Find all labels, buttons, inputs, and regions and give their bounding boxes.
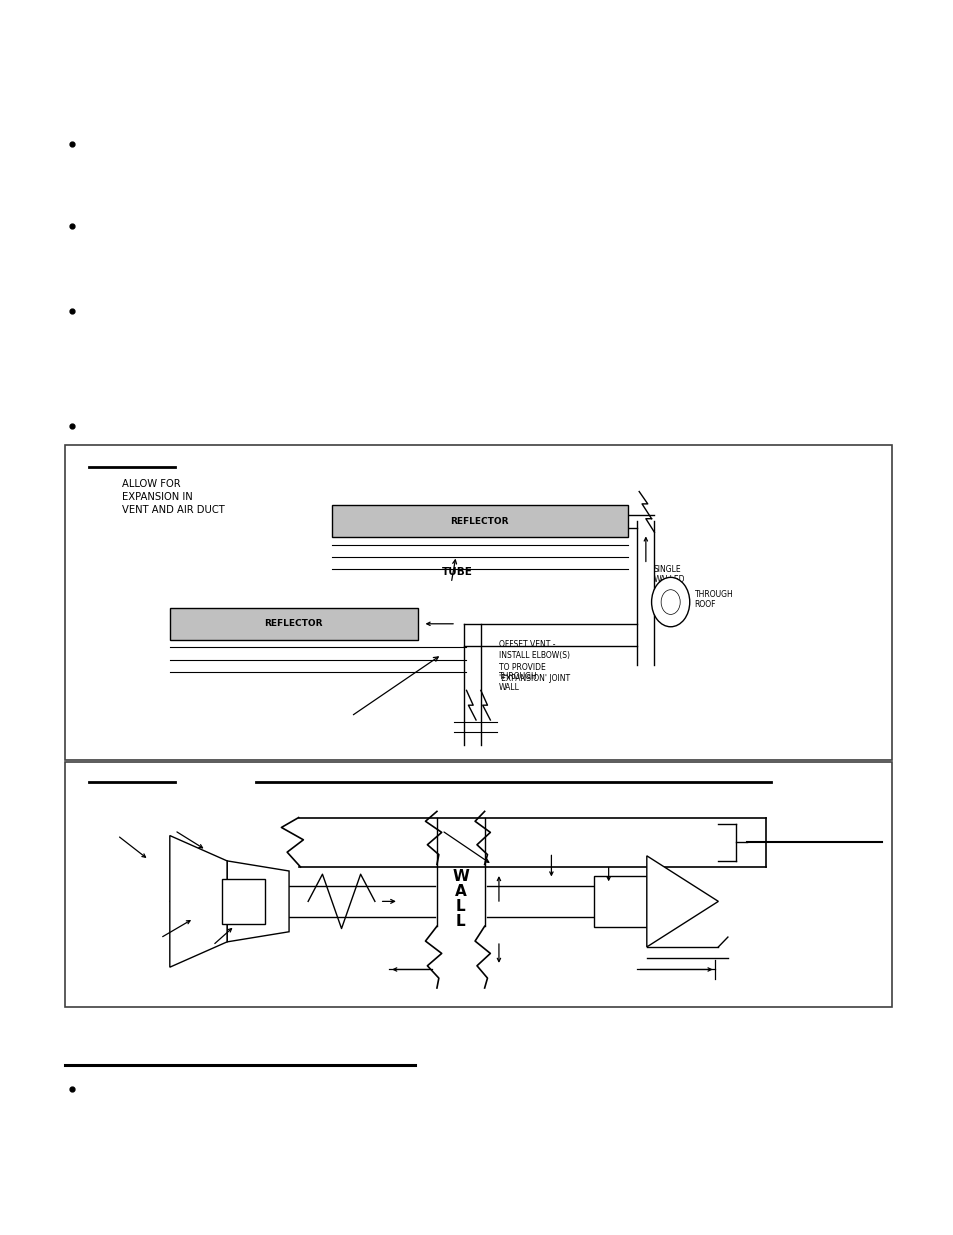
Bar (332, 505, 627, 537)
Text: ALLOW FOR
EXPANSION IN
VENT AND AIR DUCT: ALLOW FOR EXPANSION IN VENT AND AIR DUCT (122, 479, 225, 515)
Text: THROUGH
WALL: THROUGH WALL (498, 672, 537, 692)
Circle shape (660, 590, 679, 615)
Bar (222, 879, 265, 924)
Text: Top View: Top View (232, 613, 309, 630)
Text: OFFSET VENT -
INSTALL ELBOW(S)
TO PROVIDE
'EXPANSION' JOINT: OFFSET VENT - INSTALL ELBOW(S) TO PROVID… (498, 640, 570, 683)
Bar (65, 445, 891, 760)
Polygon shape (646, 856, 718, 947)
Text: SINGLE
WALLED
VENT: SINGLE WALLED VENT (653, 564, 684, 595)
Circle shape (651, 578, 689, 627)
Bar (170, 608, 417, 640)
Polygon shape (170, 836, 227, 967)
Text: TUBE: TUBE (441, 567, 472, 577)
Bar (65, 762, 891, 1007)
Text: THROUGH
ROOF: THROUGH ROOF (694, 590, 733, 609)
Text: W
A
L
L: W A L L (452, 869, 469, 929)
Text: REFLECTOR: REFLECTOR (450, 516, 509, 526)
Polygon shape (227, 861, 289, 942)
Polygon shape (170, 861, 227, 942)
Text: REFLECTOR: REFLECTOR (264, 619, 323, 629)
Bar (594, 876, 646, 927)
